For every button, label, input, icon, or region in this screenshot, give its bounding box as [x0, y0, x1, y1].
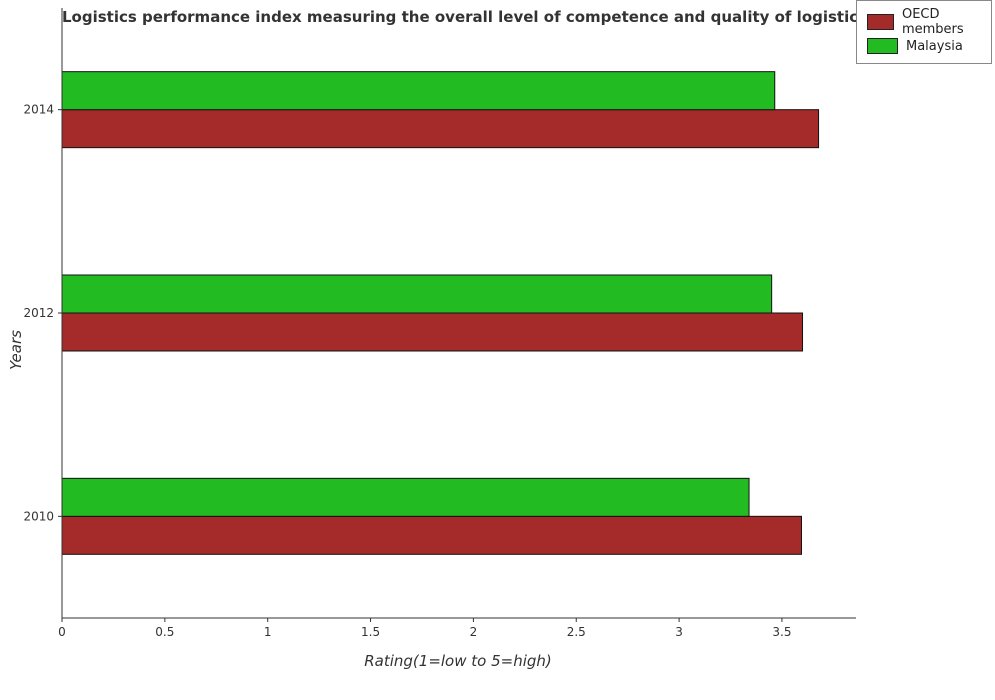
x-tick-label-0: 0: [58, 625, 66, 639]
bar-malaysia-2012: [61, 274, 773, 314]
legend-item-malaysia: Malaysia: [867, 37, 963, 55]
x-tick-label-2: 2: [470, 625, 478, 639]
y-tick-label-2010: 2010: [23, 509, 54, 523]
legend: OECD members Malaysia: [856, 0, 992, 64]
x-axis-label: Rating(1=low to 5=high): [364, 652, 552, 670]
x-tick-label-1: 1: [264, 625, 272, 639]
chart-title: Logistics performance index measuring th…: [62, 8, 942, 26]
bar-oecd-members-2010: [61, 515, 802, 555]
x-tick-label-0.5: 0.5: [155, 625, 174, 639]
x-tick-label-3: 3: [675, 625, 683, 639]
bar-malaysia-2010: [61, 477, 750, 517]
y-axis-label: Years: [7, 330, 25, 370]
legend-label-malaysia: Malaysia: [906, 38, 963, 54]
y-tick-label-2014: 2014: [23, 103, 54, 117]
y-tick-label-2012: 2012: [23, 306, 54, 320]
x-tick-label-1.5: 1.5: [361, 625, 380, 639]
legend-label-oecd: OECD members: [901, 7, 964, 37]
x-tick-label-2.5: 2.5: [567, 625, 586, 639]
bar-malaysia-2014: [61, 71, 776, 111]
legend-swatch-malaysia: [867, 38, 898, 54]
bar-oecd-members-2012: [61, 312, 804, 352]
bar-oecd-members-2014: [61, 109, 820, 149]
legend-item-oecd: OECD members: [867, 7, 991, 37]
x-tick-label-3.5: 3.5: [772, 625, 791, 639]
legend-swatch-oecd: [867, 14, 894, 30]
